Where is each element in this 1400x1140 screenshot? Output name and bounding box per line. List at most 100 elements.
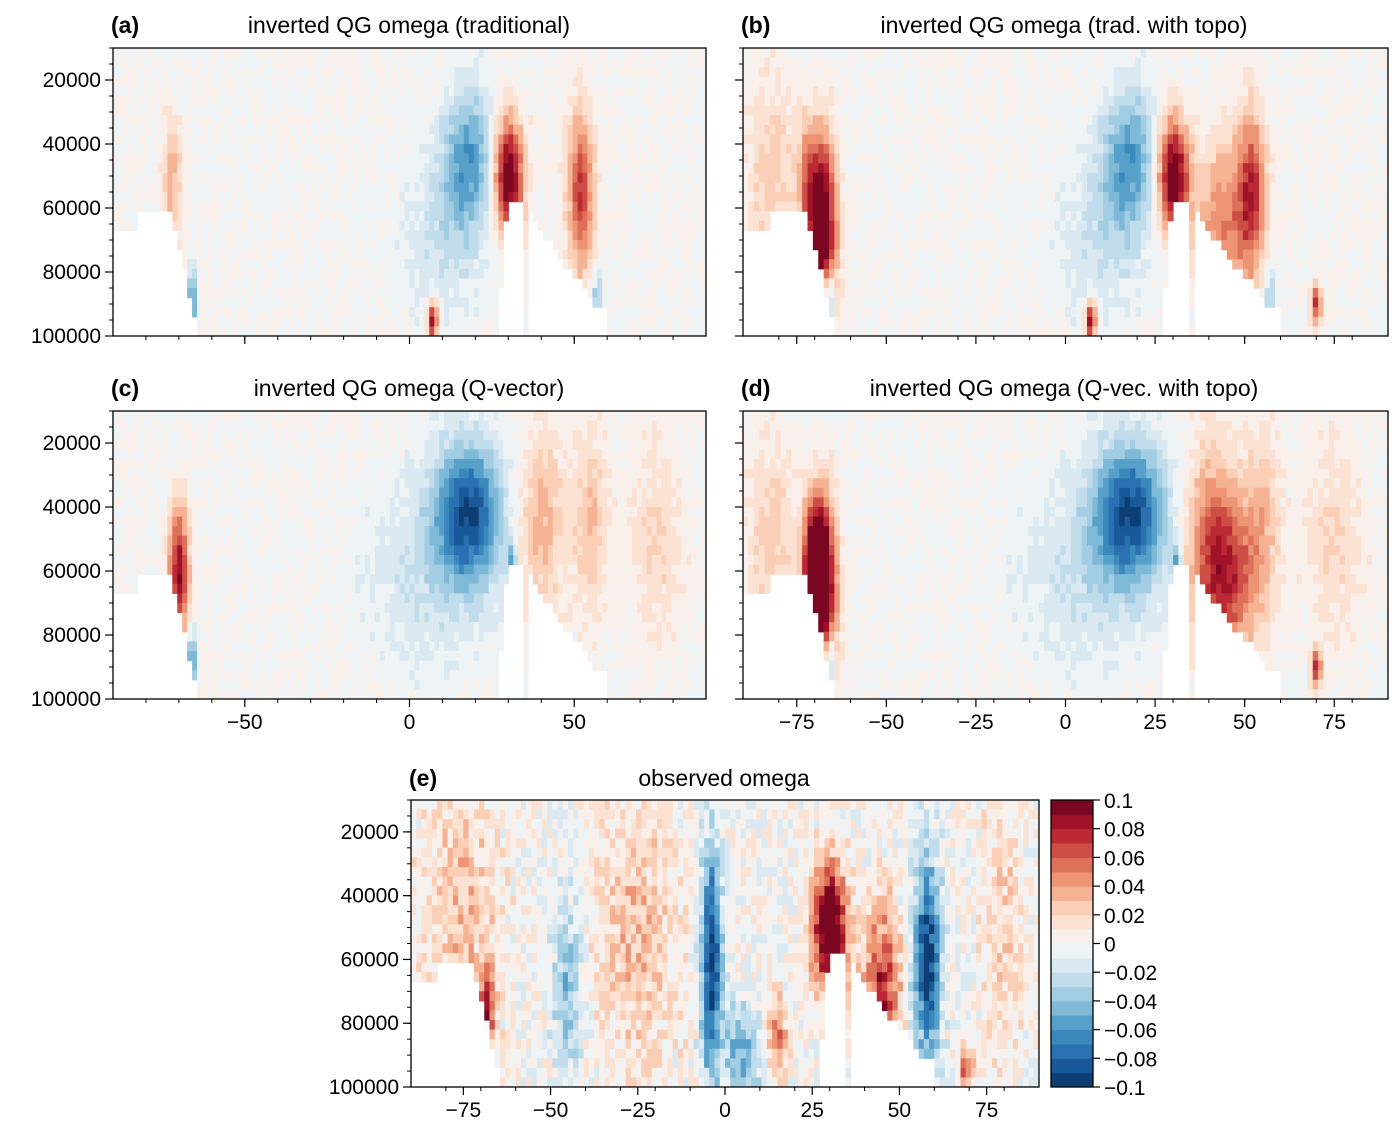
heatmap-cell — [963, 297, 970, 308]
heatmap-cell — [251, 163, 257, 174]
heatmap-cell — [379, 316, 386, 327]
heatmap-cell — [651, 297, 658, 308]
heatmap-cell — [592, 124, 598, 135]
heatmap-cell — [340, 67, 346, 78]
heatmap-cell — [117, 220, 124, 231]
heatmap-cell — [898, 192, 905, 203]
heatmap-cell — [206, 240, 213, 251]
heatmap-cell — [330, 76, 336, 87]
heatmap-cell — [246, 211, 252, 222]
heatmap-cell — [197, 240, 203, 251]
heatmap-cell — [419, 172, 425, 183]
heatmap-cell — [701, 153, 706, 164]
heatmap-cell — [369, 316, 376, 327]
heatmap-cell — [325, 124, 332, 135]
heatmap-cell — [904, 172, 911, 183]
heatmap-cell — [1054, 96, 1061, 107]
heatmap-cell — [384, 211, 391, 222]
heatmap-cell — [449, 316, 455, 327]
heatmap-cell — [379, 297, 386, 308]
heatmap-cell — [281, 211, 287, 222]
heatmap-cell — [182, 153, 188, 164]
heatmap-cell — [748, 124, 755, 135]
heatmap-cell — [866, 144, 873, 155]
heatmap-cell — [409, 67, 416, 78]
heatmap-cell — [592, 67, 598, 78]
heatmap-cell — [582, 268, 588, 279]
heatmap-cell — [206, 297, 213, 308]
heatmap-cell — [335, 163, 341, 174]
heatmap-cell — [483, 163, 490, 174]
heatmap-cell — [369, 297, 376, 308]
heatmap-cell — [379, 153, 386, 164]
heatmap-cell — [473, 201, 480, 212]
heatmap-cell — [281, 307, 287, 318]
heatmap-cell — [780, 105, 787, 116]
heatmap-cell — [157, 172, 164, 183]
heatmap-cell — [271, 163, 277, 174]
heatmap-cell — [295, 268, 302, 279]
heatmap-cell — [872, 67, 878, 78]
heatmap-cell — [167, 105, 173, 116]
heatmap-cell — [256, 307, 262, 318]
heatmap-cell — [216, 134, 223, 145]
heatmap-cell — [221, 105, 228, 116]
heatmap-cell — [132, 192, 139, 203]
heatmap-cell — [636, 105, 643, 116]
heatmap-cell — [542, 115, 549, 126]
heatmap-cell — [453, 201, 460, 212]
heatmap-cell — [503, 201, 509, 212]
heatmap-cell — [231, 105, 238, 116]
heatmap-cell — [829, 153, 835, 164]
heatmap-cell — [1060, 230, 1067, 241]
heatmap-cell — [686, 278, 692, 289]
heatmap-cell — [651, 153, 658, 164]
heatmap-cell — [478, 201, 485, 212]
heatmap-cell — [748, 182, 755, 193]
heatmap-cell — [1011, 326, 1018, 336]
heatmap-cell — [636, 316, 643, 327]
heatmap-cell — [523, 297, 529, 308]
heatmap-cell — [888, 192, 895, 203]
heatmap-cell — [325, 67, 332, 78]
heatmap-cell — [651, 67, 658, 78]
heatmap-cell — [172, 144, 178, 155]
heatmap-cell — [513, 144, 519, 155]
heatmap-cell — [340, 220, 346, 231]
heatmap-cell — [1001, 240, 1007, 251]
heatmap-cell — [597, 134, 603, 145]
heatmap-cell — [197, 211, 203, 222]
heatmap-cell — [453, 144, 460, 155]
heatmap-cell — [743, 67, 749, 78]
heatmap-cell — [866, 86, 873, 97]
heatmap-cell — [449, 192, 455, 203]
heatmap-cell — [498, 182, 504, 193]
heatmap-cell — [812, 105, 819, 116]
heatmap-cell — [523, 124, 529, 135]
heatmap-cell — [137, 201, 144, 212]
heatmap-cell — [671, 220, 677, 231]
heatmap-cell — [290, 153, 297, 164]
heatmap-cell — [177, 144, 183, 155]
heatmap-cell — [182, 192, 188, 203]
heatmap-cell — [340, 57, 346, 68]
heatmap-cell — [968, 76, 975, 87]
heatmap-cell — [542, 48, 549, 59]
heatmap-cell — [681, 67, 687, 78]
heatmap-cell — [241, 153, 248, 164]
heatmap-cell — [823, 249, 830, 260]
heatmap-cell — [968, 316, 975, 327]
heatmap-cell — [167, 153, 173, 164]
heatmap-cell — [592, 96, 598, 107]
heatmap-cell — [861, 96, 868, 107]
heatmap-cell — [508, 57, 514, 68]
heatmap-cell — [866, 278, 873, 289]
heatmap-cell — [256, 57, 262, 68]
heatmap-cell — [661, 259, 668, 270]
heatmap-cell — [236, 326, 243, 336]
heatmap-cell — [350, 326, 356, 336]
heatmap-cell — [468, 105, 475, 116]
heatmap-cell — [394, 192, 401, 203]
heatmap-cell — [850, 211, 857, 222]
heatmap-cell — [587, 172, 593, 183]
